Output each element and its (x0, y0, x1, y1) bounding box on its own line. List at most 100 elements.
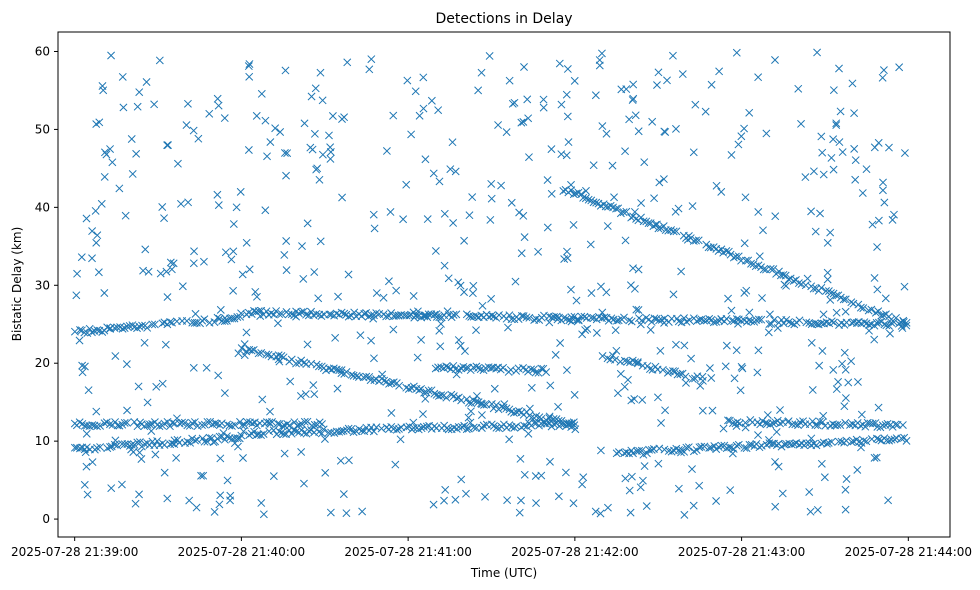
data-point-marker (640, 462, 649, 471)
data-point-marker (557, 150, 566, 159)
data-point-marker (689, 501, 698, 510)
data-point-marker (266, 138, 275, 147)
data-point-marker (266, 407, 274, 416)
data-point-marker (542, 419, 551, 428)
data-point-marker (82, 214, 91, 223)
data-point-marker (128, 170, 137, 178)
data-point-marker (300, 479, 308, 488)
data-point-marker (688, 202, 697, 211)
data-point-marker (460, 421, 469, 430)
data-point-marker (822, 287, 830, 295)
data-point-marker (221, 248, 230, 257)
data-point-marker (809, 284, 818, 293)
data-point-marker (676, 370, 685, 379)
data-point-marker (132, 149, 141, 158)
data-point-marker (787, 440, 796, 449)
data-point-marker (258, 395, 267, 404)
data-point-marker (653, 393, 662, 402)
data-point-marker (326, 154, 335, 163)
data-point-marker (632, 305, 641, 314)
data-point-marker (841, 394, 850, 402)
data-point-marker (200, 315, 209, 324)
data-point-marker (623, 375, 632, 384)
data-point-marker (163, 494, 172, 503)
data-point-marker (451, 495, 460, 504)
data-point-marker (682, 443, 691, 452)
data-point-marker (542, 368, 551, 377)
data-point-marker (318, 420, 326, 429)
data-point-marker (499, 403, 508, 412)
data-point-marker (392, 286, 401, 295)
data-point-marker (504, 323, 512, 332)
data-point-marker (414, 425, 423, 434)
data-point-marker (700, 442, 709, 451)
data-point-marker (642, 449, 651, 458)
data-point-marker (829, 365, 838, 374)
data-point-marker (770, 315, 779, 324)
data-point-marker (481, 364, 490, 373)
data-point-marker (503, 496, 512, 505)
data-point-marker (277, 352, 286, 360)
data-point-marker (419, 73, 428, 82)
data-point-marker (213, 313, 222, 322)
data-point-marker (245, 60, 254, 69)
data-point-marker (437, 363, 446, 372)
data-point-marker (251, 287, 260, 296)
data-point-marker (847, 437, 856, 446)
data-point-marker (569, 418, 578, 427)
data-point-marker (223, 420, 232, 429)
data-point-marker (259, 430, 268, 438)
data-point-marker (815, 361, 824, 370)
data-point-marker (382, 147, 391, 155)
data-point-marker (741, 193, 750, 202)
data-point-marker (862, 319, 871, 328)
data-point-marker (510, 98, 519, 107)
data-point-marker (539, 103, 548, 112)
data-point-marker (654, 459, 663, 468)
data-point-marker (277, 310, 286, 318)
data-point-marker (238, 421, 246, 430)
data-point-marker (672, 227, 681, 236)
data-point-marker (153, 437, 162, 445)
data-point-marker (505, 76, 514, 85)
data-point-marker (437, 391, 446, 400)
data-point-marker (276, 128, 285, 136)
data-point-marker (215, 500, 224, 509)
data-point-marker (168, 318, 176, 327)
data-point-marker (753, 368, 762, 377)
data-point-marker (802, 318, 811, 327)
data-point-marker (745, 440, 754, 449)
data-point-marker (107, 51, 116, 60)
data-point-marker (118, 324, 127, 333)
data-point-marker (789, 276, 798, 285)
data-point-marker (339, 426, 348, 435)
data-point-marker (191, 309, 200, 318)
data-point-marker (784, 275, 793, 284)
data-point-marker (147, 427, 156, 435)
data-point-marker (737, 132, 746, 141)
data-point-marker (448, 138, 457, 147)
x-tick-label: 2025-07-28 21:41:00 (344, 545, 471, 559)
data-point-marker (663, 76, 671, 85)
data-point-marker (891, 420, 900, 429)
data-point-marker (873, 422, 882, 431)
data-point-marker (158, 379, 167, 388)
data-point-marker (879, 311, 888, 319)
data-point-marker (282, 237, 291, 245)
data-point-marker (215, 432, 224, 441)
data-point-marker (113, 441, 122, 450)
data-point-marker (279, 353, 288, 362)
data-point-marker (569, 190, 578, 199)
data-point-marker (816, 417, 824, 426)
data-point-marker (554, 402, 563, 411)
data-point-marker (487, 400, 496, 408)
data-point-marker (635, 446, 644, 455)
data-point-marker (628, 96, 637, 105)
data-point-marker (220, 389, 229, 398)
data-point-marker (96, 421, 105, 430)
data-point-marker (356, 331, 365, 340)
data-point-marker (851, 175, 860, 184)
data-point-marker (80, 328, 89, 337)
data-point-marker (242, 238, 251, 247)
data-point-marker (527, 365, 536, 374)
